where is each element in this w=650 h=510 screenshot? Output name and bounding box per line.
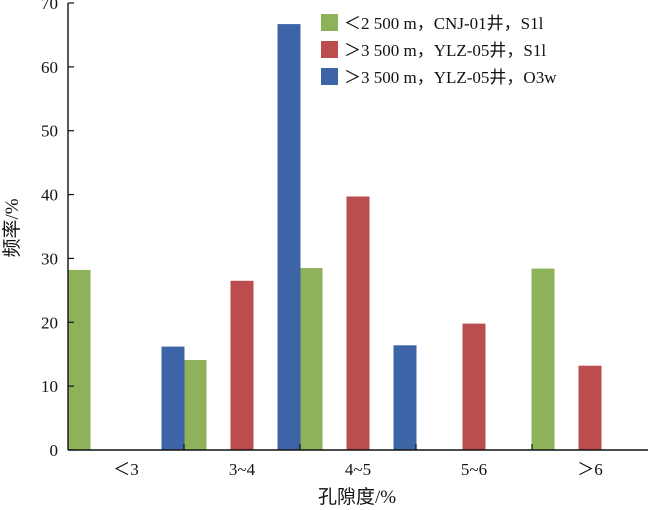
- legend-label: ＞3 500 m，YLZ-05井，O3w: [344, 68, 557, 87]
- legend-label: ＜2 500 m，CNJ-01井，S1l: [344, 14, 544, 33]
- bar-series-2-cat-4: [462, 323, 486, 450]
- y-tick-label: 10: [41, 377, 58, 396]
- bar-series-1-cat-1: [67, 269, 91, 450]
- x-tick-label: ＜3: [113, 460, 139, 479]
- legend-swatch: [321, 68, 338, 85]
- y-axis-label: 频率/%: [1, 198, 23, 257]
- legend-swatch: [321, 41, 338, 58]
- x-axis-label: 孔隙度/%: [318, 486, 396, 508]
- y-ticks: 0 10 20 30 40 50 60 70: [41, 0, 74, 460]
- legend-label: ＞3 500 m，YLZ-05井，S1l: [344, 41, 546, 60]
- bars-layer: [67, 24, 602, 450]
- y-tick-label: 70: [41, 0, 58, 13]
- bar-series-3-cat-2: [277, 24, 301, 450]
- bar-series-2-cat-5: [578, 365, 602, 450]
- y-tick-label: 60: [41, 58, 58, 77]
- bar-series-3-cat-3: [393, 345, 417, 450]
- bar-series-3-cat-1: [161, 346, 185, 450]
- x-tick-label: 4~5: [345, 460, 371, 479]
- x-tick-label: 5~6: [461, 460, 487, 479]
- y-tick-label: 50: [41, 122, 58, 141]
- axes-layer: [67, 3, 648, 451]
- legend-swatch: [321, 14, 338, 31]
- y-tick-label: 20: [41, 313, 58, 332]
- bar-series-2-cat-2: [230, 280, 254, 450]
- y-tick-label: 40: [41, 186, 58, 205]
- x-ticks: ＜3 3~4 4~5 5~6 ＞6: [113, 444, 603, 479]
- bar-series-1-cat-3: [299, 268, 323, 450]
- bar-series-2-cat-3: [346, 196, 370, 450]
- y-tick-label: 30: [41, 249, 58, 268]
- legend: ＜2 500 m，CNJ-01井，S1l ＞3 500 m，YLZ-05井，S1l…: [321, 14, 557, 87]
- bar-series-1-cat-2: [183, 360, 207, 450]
- x-tick-label: ＞6: [577, 460, 603, 479]
- bar-series-1-cat-5: [531, 268, 555, 450]
- x-tick-label: 3~4: [229, 460, 256, 479]
- y-tick-label: 0: [50, 441, 59, 460]
